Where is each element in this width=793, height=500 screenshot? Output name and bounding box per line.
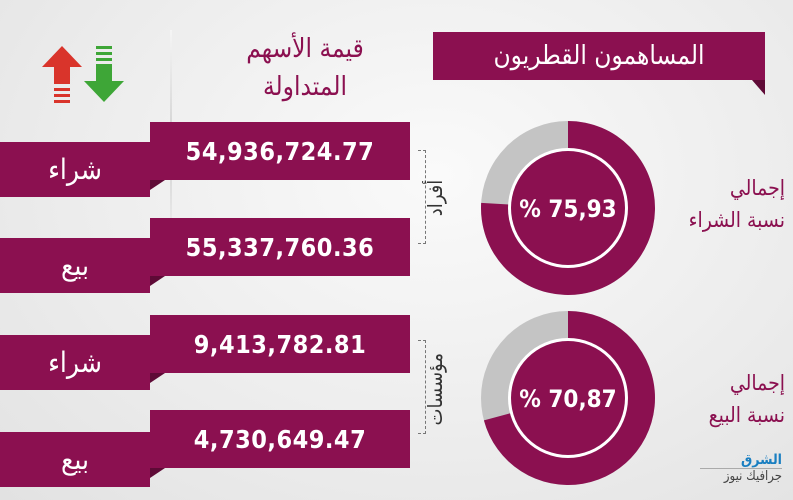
row-label: بيع bbox=[0, 238, 150, 293]
fold bbox=[150, 276, 165, 286]
donut-label-line1: إجمالي bbox=[729, 176, 785, 200]
column-header-line2: المتداولة bbox=[263, 72, 347, 102]
logo-line1: الشرق bbox=[741, 452, 782, 468]
arrow-up-icon bbox=[42, 46, 82, 103]
group-bracket bbox=[418, 340, 426, 434]
group-label: مؤسسات bbox=[423, 353, 447, 426]
logo: الشرق جرافيك نيوز bbox=[700, 452, 782, 484]
donut-sell: % 70,87 bbox=[481, 311, 655, 485]
arrow-down-icon bbox=[84, 46, 124, 102]
donut-label-line2: نسبة الشراء bbox=[688, 208, 785, 232]
donut-label-line1: إجمالي bbox=[729, 371, 785, 395]
donut-percent: % 75,93 bbox=[519, 195, 616, 223]
title-banner: المساهمون القطريون bbox=[433, 32, 765, 80]
row-label: بيع bbox=[0, 432, 150, 487]
fold bbox=[150, 373, 165, 383]
donut-center bbox=[511, 151, 625, 265]
value-text: 54,936,724.77 bbox=[185, 136, 375, 166]
value-text: 9,413,782.81 bbox=[193, 329, 367, 359]
value-box: 9,413,782.81 bbox=[150, 315, 410, 373]
donut-center bbox=[511, 341, 625, 455]
title: المساهمون القطريون bbox=[493, 41, 705, 71]
row-label-text: شراء bbox=[48, 346, 102, 379]
donut-label: إجمالي نسبة البيع bbox=[685, 367, 785, 431]
value-text: 4,730,649.47 bbox=[193, 424, 367, 454]
column-header: قيمة الأسهم المتداولة bbox=[205, 30, 405, 106]
buy-sell-arrows bbox=[42, 46, 124, 103]
value-text: 55,337,760.36 bbox=[185, 232, 375, 262]
row-label-text: بيع bbox=[60, 443, 90, 476]
value-box: 4,730,649.47 bbox=[150, 410, 410, 468]
fold bbox=[150, 468, 165, 478]
column-header-line1: قيمة الأسهم bbox=[246, 34, 364, 64]
value-box: 55,337,760.36 bbox=[150, 218, 410, 276]
row-label: شراء bbox=[0, 142, 150, 197]
title-banner-fold bbox=[752, 80, 765, 95]
donut-label: إجمالي نسبة الشراء bbox=[685, 172, 785, 236]
logo-line2: جرافيك نيوز bbox=[700, 468, 782, 484]
group-bracket bbox=[418, 150, 426, 244]
donut-percent: % 70,87 bbox=[519, 385, 616, 413]
donut-label-line2: نسبة البيع bbox=[708, 403, 785, 427]
group-label: أفراد bbox=[423, 179, 447, 217]
row-label-text: شراء bbox=[48, 153, 102, 186]
fold bbox=[150, 180, 165, 190]
donut-buy: % 75,93 bbox=[481, 121, 655, 295]
value-box: 54,936,724.77 bbox=[150, 122, 410, 180]
row-label-text: بيع bbox=[60, 249, 90, 282]
row-label: شراء bbox=[0, 335, 150, 390]
